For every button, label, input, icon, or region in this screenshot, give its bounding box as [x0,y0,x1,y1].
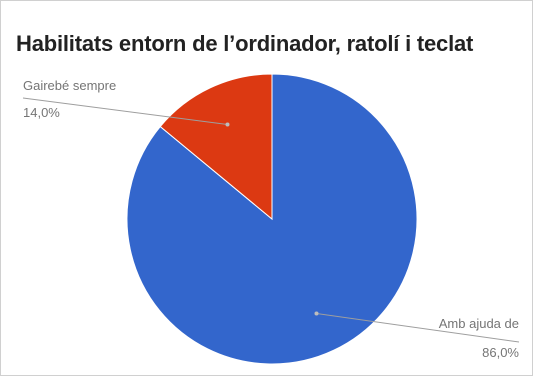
slice-value-label-1: 86,0% [482,345,519,360]
pie-slice-2[interactable] [159,73,273,221]
leader-dot-2 [225,122,230,127]
leader-line-2 [22,97,228,125]
slice-value-label-2: 14,0% [23,105,60,120]
leader-dot-1 [314,311,319,316]
slice-label-2: Gairebé sempre [23,78,116,93]
slice-label-1: Amb ajuda de [439,316,519,331]
leader-line-1 [316,313,520,343]
chart-title: Habilitats entorn de l’ordinador, ratolí… [16,31,474,56]
